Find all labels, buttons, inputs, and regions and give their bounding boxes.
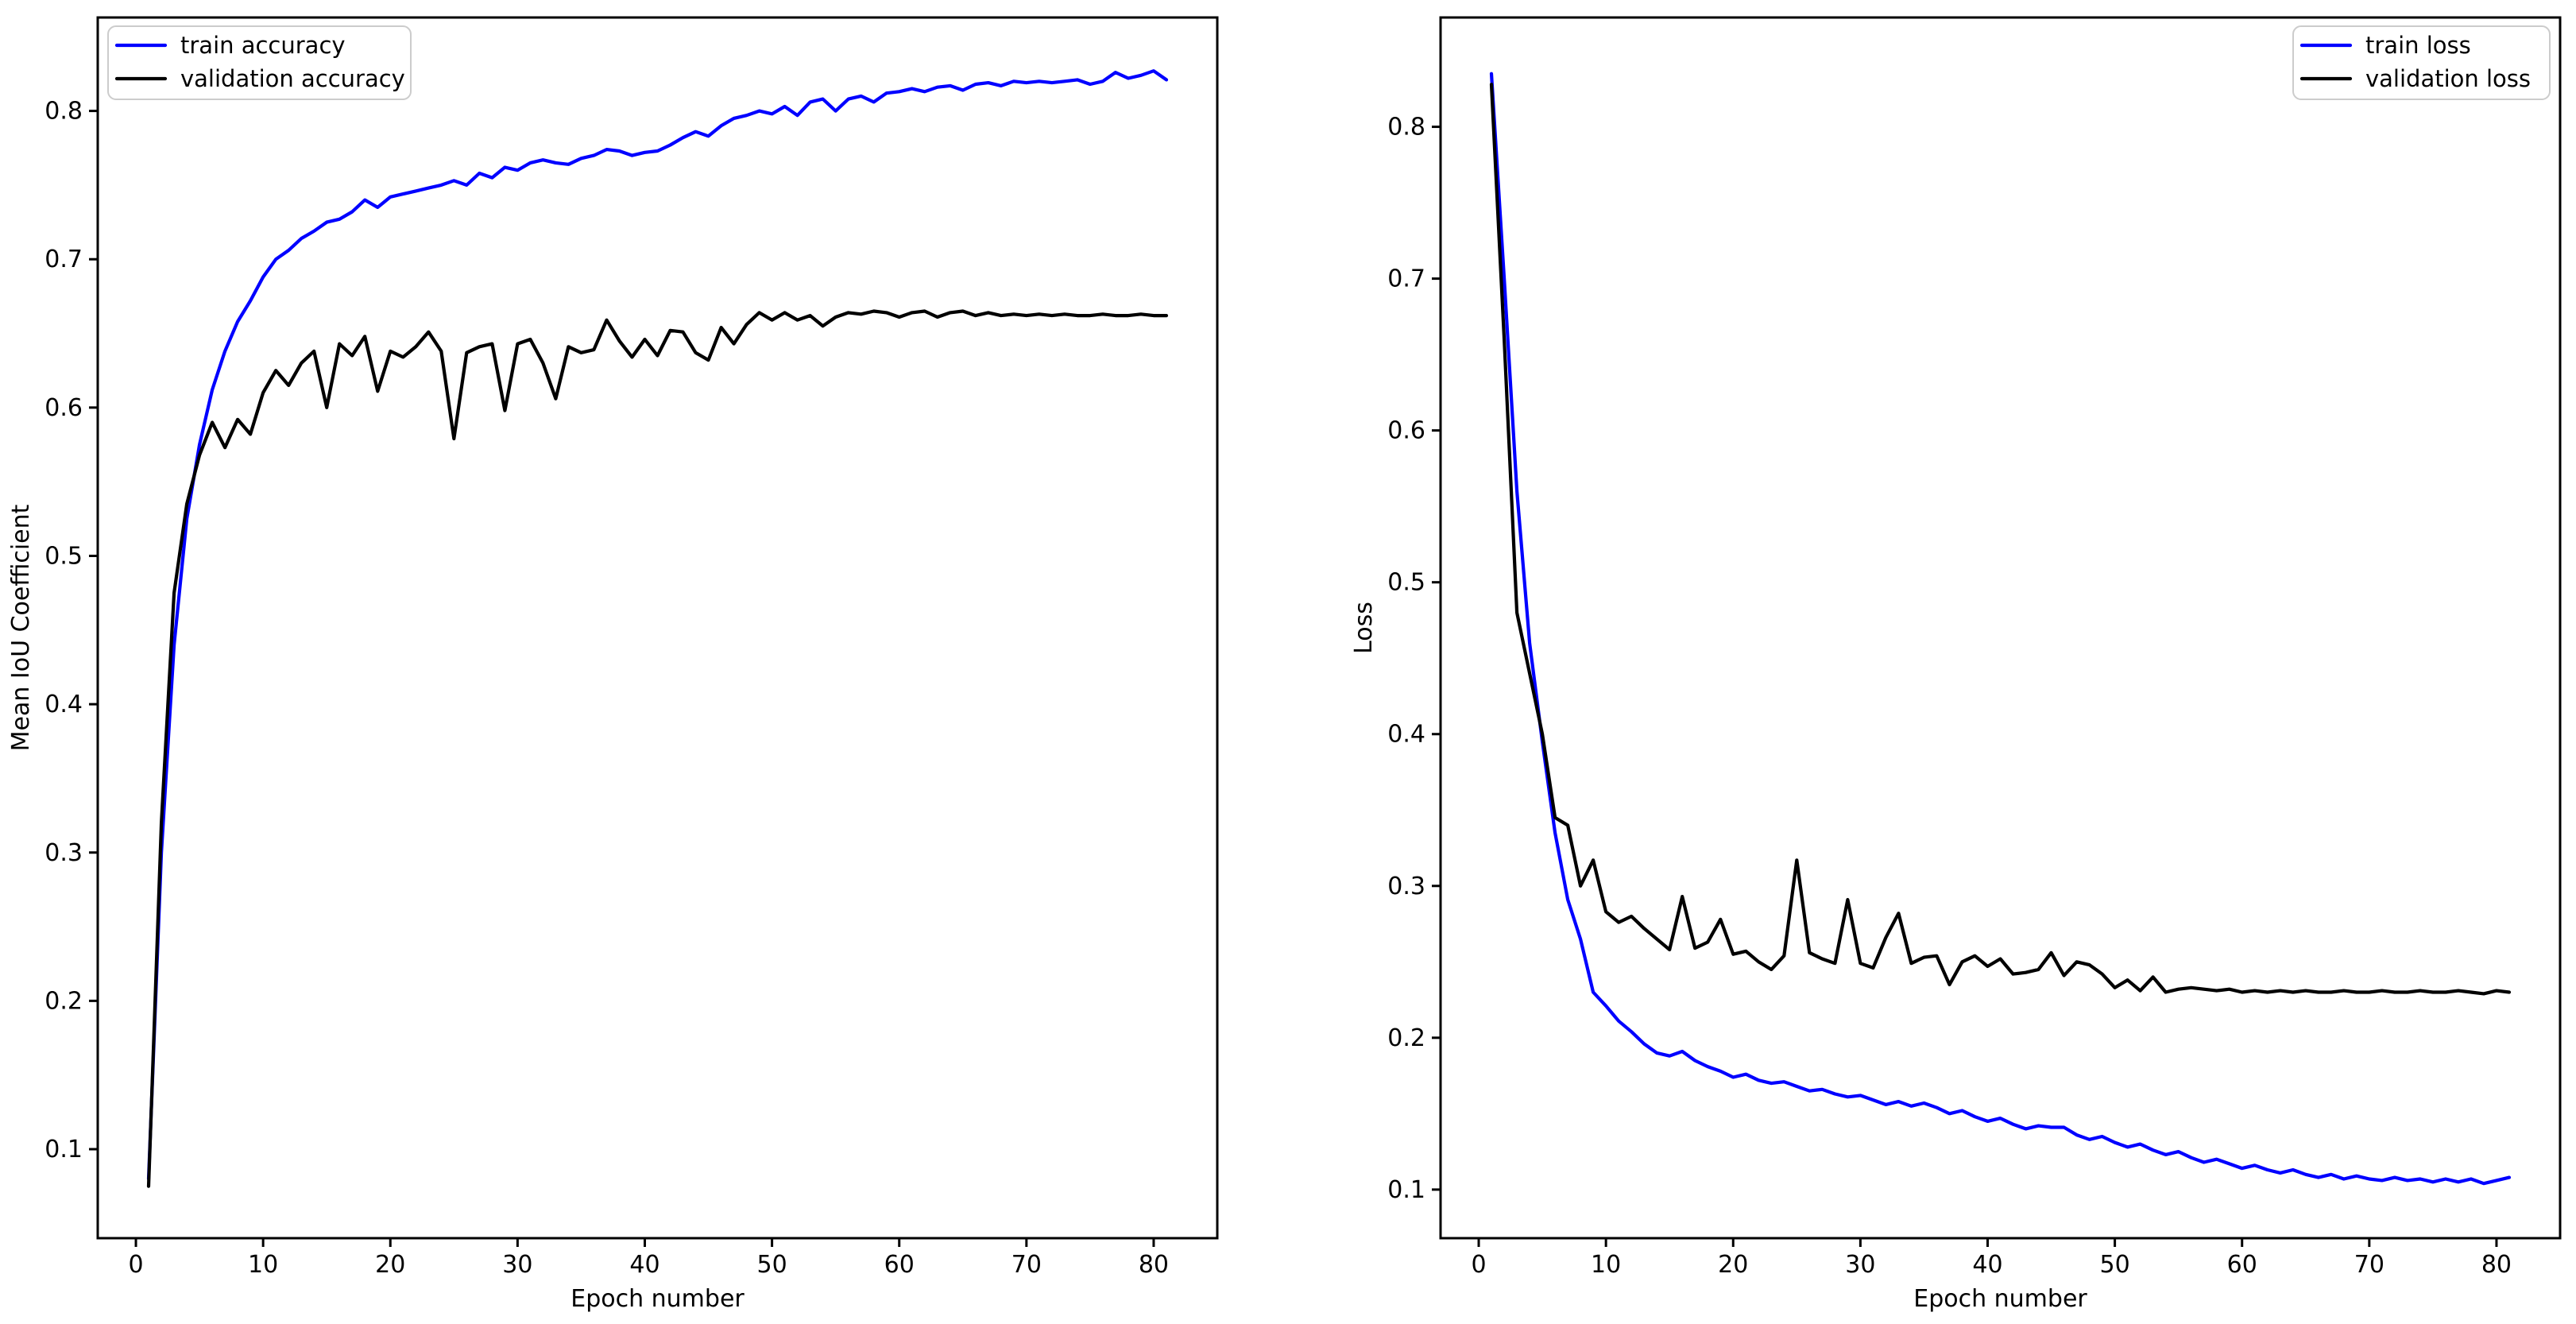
x-tick-label: 40 xyxy=(629,1251,659,1279)
y-tick-label: 0.5 xyxy=(1387,569,1425,597)
x-tick-label: 80 xyxy=(1139,1251,1169,1279)
legend-label: train accuracy xyxy=(180,32,346,59)
legend-label: validation loss xyxy=(2365,65,2531,92)
x-tick-label: 70 xyxy=(1011,1251,1042,1279)
legend-box xyxy=(107,25,412,100)
accuracy-validation-line xyxy=(146,309,1169,1188)
x-tick-label: 70 xyxy=(2354,1251,2385,1279)
y-tick-label: 0.6 xyxy=(44,394,83,422)
y-tick-label: 0.3 xyxy=(44,839,83,867)
x-tick-label: 0 xyxy=(1471,1251,1486,1279)
y-tick-label: 0.2 xyxy=(44,987,83,1015)
legend: train loss validation loss xyxy=(2292,25,2551,100)
y-tick-label: 0.8 xyxy=(44,98,83,126)
y-tick-label: 0.4 xyxy=(1387,721,1425,749)
x-tick-label: 80 xyxy=(2481,1251,2512,1279)
y-tick-label: 0.7 xyxy=(1387,265,1425,293)
y-tick-label: 0.1 xyxy=(1387,1176,1425,1204)
x-tick-label: 30 xyxy=(502,1251,532,1279)
accuracy-train-line xyxy=(146,69,1169,1181)
x-tick-label: 0 xyxy=(128,1251,143,1279)
loss-train-line xyxy=(1489,72,2512,1186)
y-tick-label: 0.5 xyxy=(44,542,83,570)
x-tick-label: 60 xyxy=(884,1251,915,1279)
x-tick-label: 60 xyxy=(2227,1251,2257,1279)
x-tick-label: 30 xyxy=(1845,1251,1875,1279)
plot-border xyxy=(1439,16,2562,1240)
x-tick-label: 10 xyxy=(248,1251,278,1279)
x-tick-label: 50 xyxy=(2100,1251,2130,1279)
accuracy-plot: 0 10 20 30 40 50 60 70 80 0.1 0.2 0.3 0.4 0.5 0.6 0.7 0.… xyxy=(7,16,1219,1313)
x-tick-label: 20 xyxy=(375,1251,405,1279)
legend: train accuracy validation accuracy xyxy=(107,25,412,100)
legend-label: train loss xyxy=(2365,32,2471,59)
y-tick-label: 0.7 xyxy=(44,246,83,273)
x-axis-label: Epoch number xyxy=(1913,1285,2087,1313)
y-tick-label: 0.6 xyxy=(1387,417,1425,445)
y-axis-label: Loss xyxy=(1350,602,1378,654)
x-tick-label: 10 xyxy=(1591,1251,1621,1279)
x-tick-label: 50 xyxy=(757,1251,787,1279)
loss-plot: 0 10 20 30 40 50 60 70 80 0.1 0.2 0.3 0.4 0.5 0.6 0.7 0.… xyxy=(1350,16,2562,1313)
x-tick-label: 40 xyxy=(1972,1251,2002,1279)
y-tick-label: 0.4 xyxy=(44,691,83,718)
y-axis-label: Mean IoU Coefficient xyxy=(7,504,35,751)
legend-box xyxy=(2292,25,2551,100)
legend-label: validation accuracy xyxy=(180,65,405,92)
x-axis-label: Epoch number xyxy=(571,1285,745,1313)
y-tick-label: 0.2 xyxy=(1387,1024,1425,1052)
x-tick-label: 20 xyxy=(1718,1251,1748,1279)
y-tick-label: 0.3 xyxy=(1387,873,1425,900)
loss-validation-line xyxy=(1489,82,2512,996)
y-tick-label: 0.8 xyxy=(1387,114,1425,141)
plot-border xyxy=(96,16,1219,1240)
y-tick-label: 0.1 xyxy=(44,1136,83,1163)
